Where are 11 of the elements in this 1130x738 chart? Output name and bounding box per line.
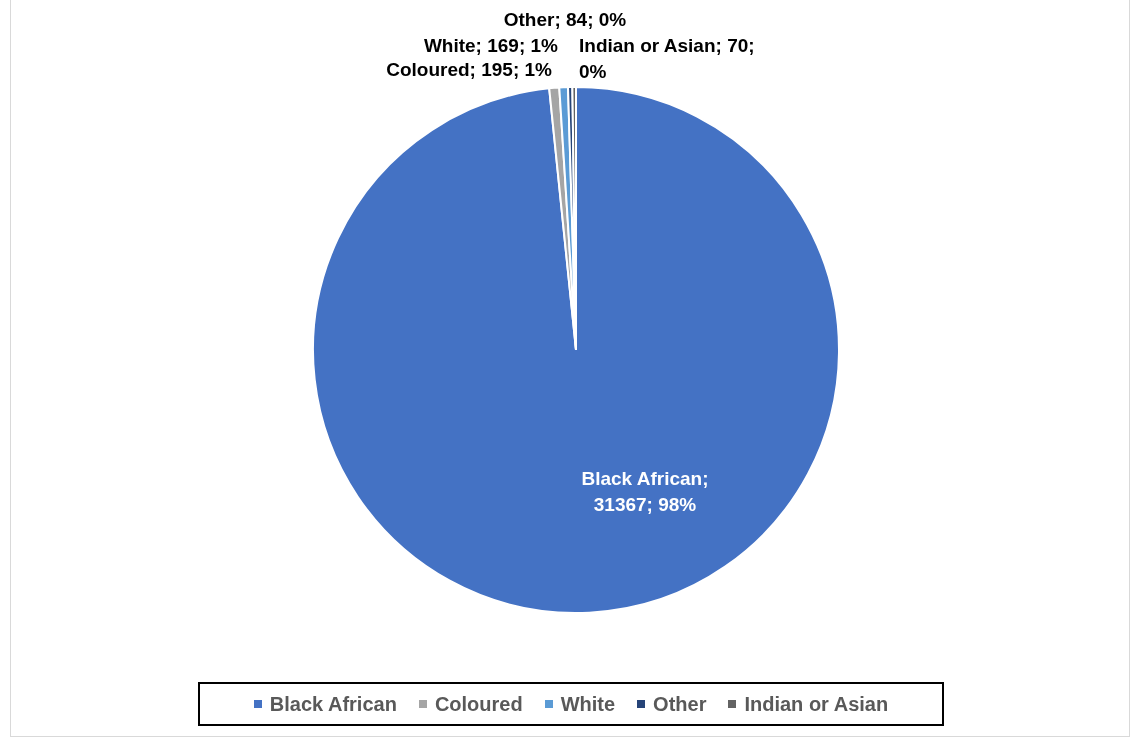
data-label: White; 169; 1%	[423, 35, 559, 56]
pie-slice	[312, 86, 840, 614]
data-label: Other; 84; 0%	[503, 9, 627, 30]
data-label: Black African; 31367; 98%	[581, 468, 709, 515]
legend-label: White	[560, 692, 616, 716]
legend-label: Black African	[269, 692, 397, 716]
legend-label: Indian or Asian	[744, 692, 889, 716]
data-label: Indian or Asian; 70; 0%	[579, 35, 755, 82]
legend-label: Coloured	[434, 692, 523, 716]
legend-label: Other	[653, 692, 707, 716]
data-label: Coloured; 195; 1%	[386, 59, 553, 80]
